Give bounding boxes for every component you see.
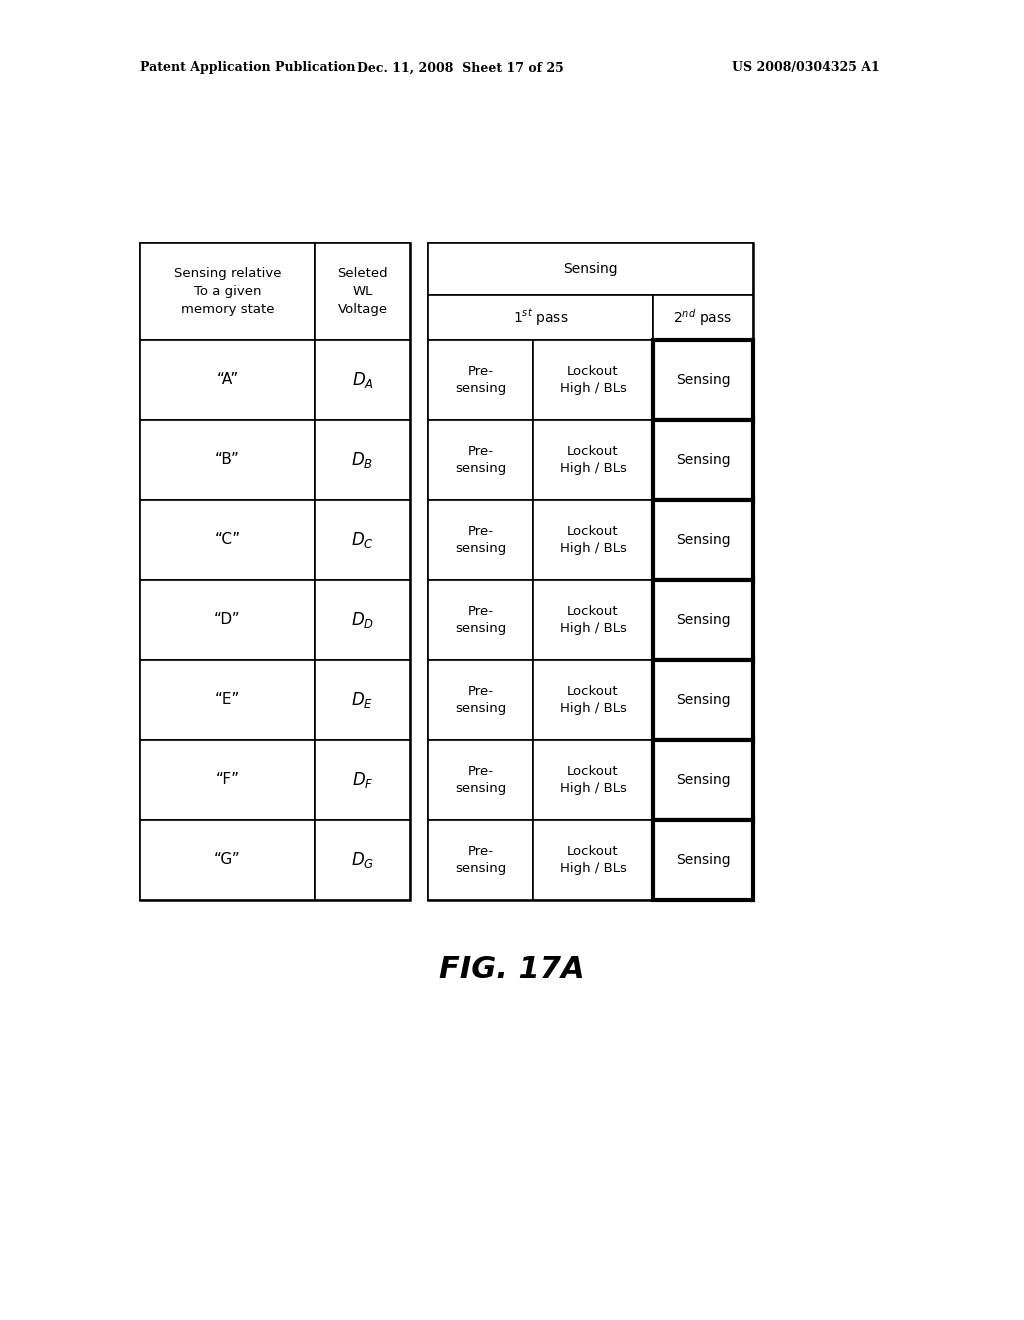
Bar — [140, 741, 315, 820]
Text: Dec. 11, 2008  Sheet 17 of 25: Dec. 11, 2008 Sheet 17 of 25 — [356, 62, 563, 74]
Text: “C”: “C” — [214, 532, 241, 548]
Text: “B”: “B” — [215, 453, 240, 467]
Text: Patent Application Publication: Patent Application Publication — [140, 62, 355, 74]
Text: Pre-
sensing: Pre- sensing — [455, 845, 506, 875]
Bar — [428, 420, 534, 500]
Text: $1^{st}$ pass: $1^{st}$ pass — [513, 308, 568, 327]
Text: Sensing: Sensing — [676, 533, 730, 546]
Text: $2^{nd}$ pass: $2^{nd}$ pass — [674, 308, 732, 327]
Text: Sensing: Sensing — [676, 612, 730, 627]
Text: FIG. 17A: FIG. 17A — [439, 956, 585, 985]
Text: Sensing: Sensing — [676, 853, 730, 867]
Bar — [315, 500, 410, 579]
Text: Pre-
sensing: Pre- sensing — [455, 366, 506, 395]
Text: Pre-
sensing: Pre- sensing — [455, 525, 506, 554]
Bar — [534, 660, 653, 741]
Bar — [534, 420, 653, 500]
Text: Sensing relative
To a given
memory state: Sensing relative To a given memory state — [174, 267, 282, 315]
Text: Pre-
sensing: Pre- sensing — [455, 685, 506, 715]
Bar — [534, 341, 653, 420]
Text: Sensing: Sensing — [563, 261, 617, 276]
Bar — [534, 741, 653, 820]
Text: $D_{A}$: $D_{A}$ — [351, 370, 374, 389]
Bar — [653, 294, 753, 341]
Text: Lockout
High ∕ BLs: Lockout High ∕ BLs — [559, 525, 627, 554]
Bar — [428, 500, 534, 579]
Bar — [428, 341, 534, 420]
Text: $D_{D}$: $D_{D}$ — [351, 610, 374, 630]
Bar — [534, 820, 653, 900]
Bar — [428, 243, 753, 900]
Text: Seleted
WL
Voltage: Seleted WL Voltage — [337, 267, 388, 315]
Text: “D”: “D” — [214, 612, 241, 627]
Bar — [653, 341, 753, 420]
Bar — [653, 420, 753, 500]
Text: Sensing: Sensing — [676, 374, 730, 387]
Bar — [315, 579, 410, 660]
Bar — [534, 579, 653, 660]
Text: $D_{G}$: $D_{G}$ — [351, 850, 374, 870]
Text: Pre-
sensing: Pre- sensing — [455, 605, 506, 635]
Bar — [653, 579, 753, 660]
Bar — [140, 660, 315, 741]
Text: “F”: “F” — [215, 772, 240, 788]
Text: Lockout
High ∕ BLs: Lockout High ∕ BLs — [559, 685, 627, 715]
Bar — [428, 243, 753, 294]
Bar — [428, 660, 534, 741]
Bar — [140, 579, 315, 660]
Bar — [315, 341, 410, 420]
Bar — [140, 500, 315, 579]
Bar — [140, 820, 315, 900]
Bar — [653, 500, 753, 579]
Bar — [428, 820, 534, 900]
Text: “E”: “E” — [215, 693, 241, 708]
Bar — [428, 294, 653, 341]
Text: Sensing: Sensing — [676, 774, 730, 787]
Bar — [140, 420, 315, 500]
Bar — [140, 243, 315, 341]
Text: Lockout
High ∕ BLs: Lockout High ∕ BLs — [559, 445, 627, 475]
Bar — [315, 420, 410, 500]
Bar — [140, 243, 410, 900]
Bar — [315, 741, 410, 820]
Text: $D_{B}$: $D_{B}$ — [351, 450, 374, 470]
Bar — [653, 820, 753, 900]
Bar — [140, 341, 315, 420]
Text: Sensing: Sensing — [676, 693, 730, 708]
Bar — [315, 243, 410, 341]
Bar — [428, 741, 534, 820]
Text: Lockout
High ∕ BLs: Lockout High ∕ BLs — [559, 605, 627, 635]
Text: Lockout
High ∕ BLs: Lockout High ∕ BLs — [559, 366, 627, 395]
Bar — [653, 660, 753, 741]
Text: US 2008/0304325 A1: US 2008/0304325 A1 — [732, 62, 880, 74]
Text: $D_{E}$: $D_{E}$ — [351, 690, 374, 710]
Bar — [534, 500, 653, 579]
Bar — [653, 741, 753, 820]
Text: Pre-
sensing: Pre- sensing — [455, 766, 506, 795]
Text: “A”: “A” — [216, 372, 239, 388]
Text: “G”: “G” — [214, 853, 241, 867]
Text: Sensing: Sensing — [676, 453, 730, 467]
Text: $D_{C}$: $D_{C}$ — [351, 531, 374, 550]
Text: Pre-
sensing: Pre- sensing — [455, 445, 506, 475]
Text: Lockout
High ∕ BLs: Lockout High ∕ BLs — [559, 845, 627, 875]
Bar — [428, 579, 534, 660]
Text: Lockout
High ∕ BLs: Lockout High ∕ BLs — [559, 766, 627, 795]
Text: $D_{F}$: $D_{F}$ — [351, 770, 374, 789]
Bar — [315, 820, 410, 900]
Bar — [315, 660, 410, 741]
